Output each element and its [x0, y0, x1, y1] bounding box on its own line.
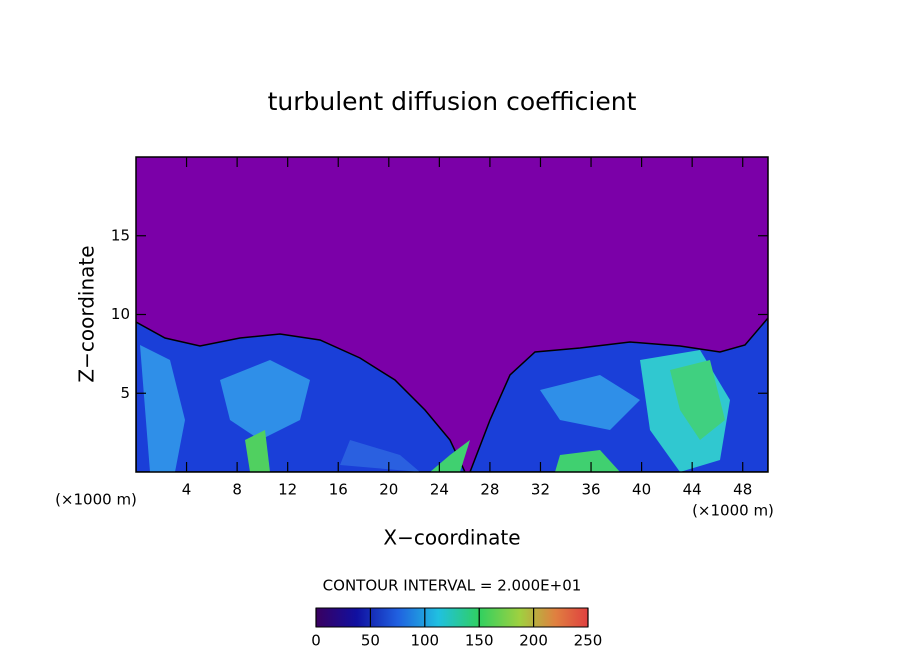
y-tick-label: 10: [111, 305, 130, 323]
contour-interval: CONTOUR INTERVAL = 2.000E+01: [323, 577, 582, 595]
x-tick-label: 16: [329, 481, 348, 499]
x-tick-label: 8: [232, 481, 242, 499]
x-tick-label: 36: [581, 481, 600, 499]
y-tick-label: 15: [111, 226, 130, 244]
colorbar-tick-label: 100: [410, 632, 439, 650]
y-unit: (×1000 m): [55, 491, 137, 509]
colorbar-tick-label: 200: [519, 632, 548, 650]
x-tick-label: 28: [480, 481, 499, 499]
x-tick-label: 44: [683, 481, 702, 499]
x-tick-label: 4: [182, 481, 192, 499]
x-unit: (×1000 m): [692, 502, 774, 520]
colorbar-tick-label: 250: [574, 632, 603, 650]
y-tick-label: 5: [120, 384, 130, 402]
x-tick-label: 48: [733, 481, 752, 499]
contour-field: [136, 157, 768, 472]
x-tick-label: 32: [531, 481, 550, 499]
colorbar-tick-label: 150: [465, 632, 494, 650]
x-tick-label: 24: [430, 481, 449, 499]
x-tick-label: 20: [379, 481, 398, 499]
x-tick-label: 12: [278, 481, 297, 499]
x-axis-label: X−coordinate: [383, 526, 520, 550]
chart-title: turbulent diffusion coefficient: [268, 87, 637, 116]
colorbar: [315, 607, 589, 628]
y-axis-label: Z−coordinate: [75, 245, 99, 382]
x-tick-label: 40: [632, 481, 651, 499]
colorbar-tick-label: 0: [311, 632, 321, 650]
colorbar-tick-label: 50: [361, 632, 380, 650]
